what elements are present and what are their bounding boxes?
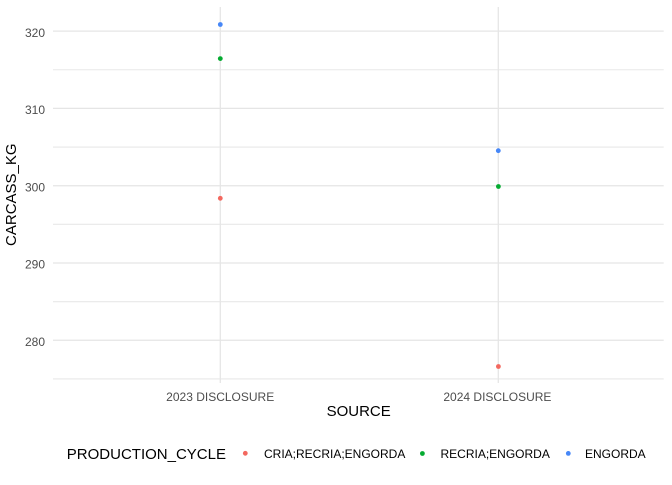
svg-text:2023 DISCLOSURE: 2023 DISCLOSURE <box>166 390 274 404</box>
svg-text:ENGORDA: ENGORDA <box>585 447 646 461</box>
svg-text:310: 310 <box>25 103 45 117</box>
svg-text:320: 320 <box>25 26 45 40</box>
svg-text:CARCASS_KG: CARCASS_KG <box>3 143 20 246</box>
svg-text:PRODUCTION_CYCLE: PRODUCTION_CYCLE <box>67 446 226 463</box>
svg-text:SOURCE: SOURCE <box>327 403 391 420</box>
svg-text:280: 280 <box>25 335 45 349</box>
svg-text:CRIA;RECRIA;ENGORDA: CRIA;RECRIA;ENGORDA <box>264 447 405 461</box>
svg-text:2024 DISCLOSURE: 2024 DISCLOSURE <box>443 390 551 404</box>
svg-text:RECRIA;ENGORDA: RECRIA;ENGORDA <box>441 447 550 461</box>
svg-text:290: 290 <box>25 258 45 272</box>
svg-text:300: 300 <box>25 180 45 194</box>
